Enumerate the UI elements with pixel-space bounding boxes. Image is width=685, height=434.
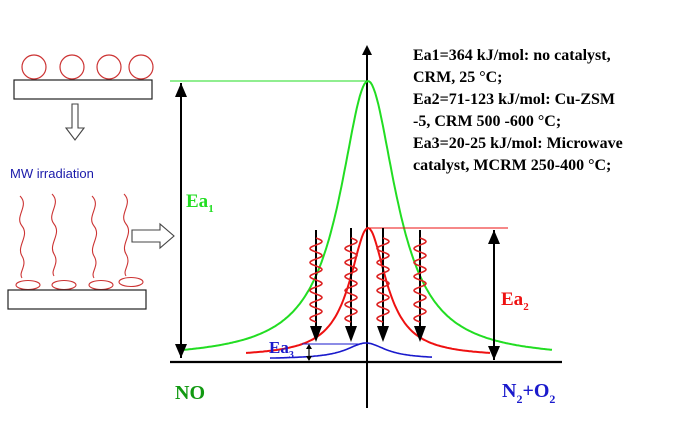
legend-line: -5, CRM 500 -600 °C; <box>413 113 561 130</box>
legend-line: catalyst, MCRM 250-400 °C; <box>413 157 611 174</box>
mw-irradiation-label: MW irradiation <box>10 166 94 181</box>
molecule-circle <box>59 54 85 80</box>
right-arrow-icon <box>131 222 175 250</box>
ea1-arrowhead-bottom <box>175 344 187 358</box>
wave-line <box>51 193 58 277</box>
molecule-ellipse <box>51 279 77 291</box>
mw-arrow <box>344 228 358 342</box>
adsorbed-molecules-top <box>21 54 154 80</box>
catalyst-surface-bottom <box>7 289 147 310</box>
ea2-label: Ea2 <box>501 289 529 313</box>
legend-line: CRM, 25 °C; <box>413 69 503 86</box>
mw-arrow <box>309 230 323 342</box>
ea3-arrowhead-top <box>306 344 312 349</box>
molecule-circle <box>96 54 122 80</box>
legend-line: Ea3=20-25 kJ/mol: Microwave <box>413 135 623 152</box>
legend-line: Ea2=71-123 kJ/mol: Cu-ZSM <box>413 91 615 108</box>
wave-line <box>123 193 130 277</box>
ea2-arrowhead-top <box>488 230 500 244</box>
adsorbed-molecules-bottom <box>15 276 144 291</box>
down-arrow-icon <box>64 103 86 141</box>
mw-arrow <box>413 230 427 342</box>
uncatalyzed-curve <box>182 80 553 351</box>
molecule-ellipse <box>118 276 144 288</box>
ea1-arrowhead-top <box>175 83 187 97</box>
wave-line <box>19 195 26 279</box>
ea3-label: Ea3 <box>269 338 294 361</box>
molecule-ellipse <box>15 279 41 291</box>
ea2-arrowhead-bottom <box>488 346 500 360</box>
molecule-circle <box>21 54 47 80</box>
ea1-label: Ea1 <box>186 191 214 215</box>
microwave-waves <box>19 193 130 279</box>
microwave-curve <box>269 342 432 359</box>
surface-schematic: MW irradiation <box>7 54 175 310</box>
mw-arrow <box>376 228 390 342</box>
microwave-energy-arrows <box>309 228 427 342</box>
catalyst-surface-top <box>13 79 153 100</box>
legend-line: Ea1=364 kJ/mol: no catalyst, <box>413 47 611 64</box>
ea3-arrowhead-bottom <box>306 356 312 361</box>
product-label: N2+O2 <box>502 380 555 406</box>
molecule-circle <box>128 54 154 80</box>
molecule-ellipse <box>88 279 114 291</box>
activation-energy-legend: Ea1=364 kJ/mol: no catalyst, CRM, 25 °C;… <box>413 47 623 174</box>
wave-line <box>91 195 98 279</box>
reactant-label: NO <box>175 382 205 404</box>
